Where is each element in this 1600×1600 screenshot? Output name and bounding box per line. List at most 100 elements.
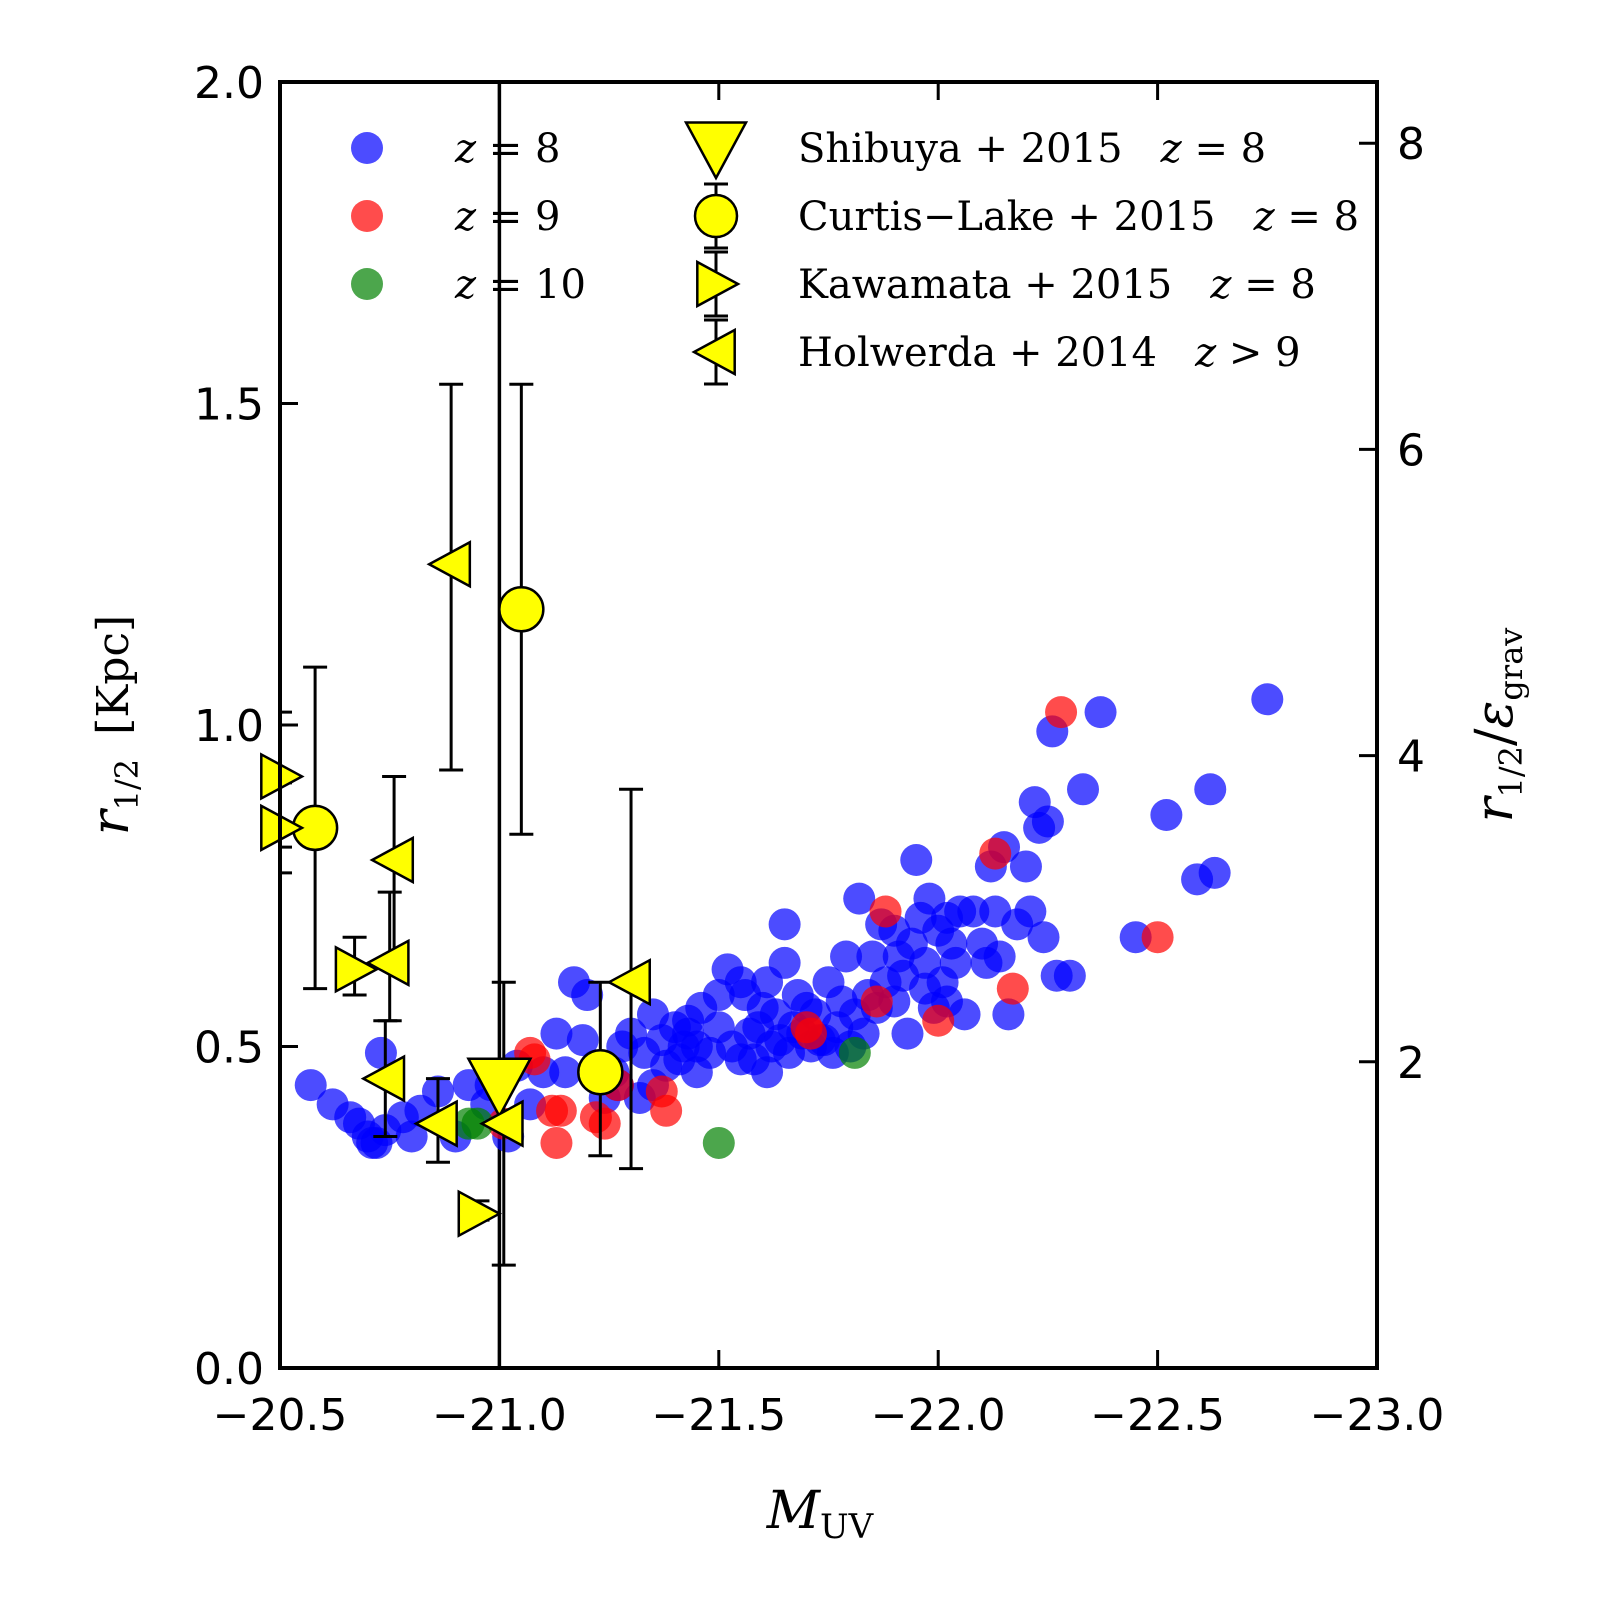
x-tick-label: −21.5: [651, 1390, 786, 1441]
scatter-point-z8: [680, 1056, 713, 1089]
scatter-point-z9: [794, 1017, 827, 1050]
observation-marker-layer: [260, 540, 651, 1238]
y2-tick-label: 6: [1397, 425, 1425, 476]
scatter-point-z8: [1251, 683, 1284, 716]
scatter-point-z8: [830, 940, 863, 973]
scatter-point-z8: [724, 966, 757, 999]
scatter-point-z9: [860, 985, 893, 1018]
x-tick-label: −21.0: [432, 1390, 567, 1441]
scatter-point-z8: [957, 895, 990, 928]
scatter-point-z9: [650, 1094, 683, 1127]
scatter-point-z10: [838, 1036, 871, 1069]
legend-marker-z8: [351, 132, 383, 164]
scatter-point-z8: [1027, 921, 1060, 954]
scatter-point-z8: [549, 1056, 582, 1089]
legend-label-z9: z = 9: [454, 194, 560, 240]
y-tick-label: 0.0: [194, 1344, 264, 1395]
observation-marker-curtis: [498, 586, 545, 633]
y2-tick-label: 2: [1397, 1038, 1425, 1089]
scatter-point-z8: [1119, 921, 1152, 954]
legend-marker-z10: [351, 268, 383, 300]
observation-marker-holwerda: [369, 835, 415, 885]
legend-marker-kawamata: [696, 259, 741, 309]
scatter-point-z10: [702, 1126, 735, 1159]
scatter-point-z8: [364, 1036, 397, 1069]
scatter-point-z8: [992, 998, 1025, 1031]
scatter-point-z9: [996, 972, 1029, 1005]
y2-axis-label: r1/2/εgrav: [1465, 628, 1530, 823]
scatter-point-z8: [939, 946, 972, 979]
scatter-point-z8: [571, 979, 604, 1012]
y2-tick-label: 4: [1397, 732, 1425, 783]
scatter-point-z9: [869, 895, 902, 928]
scatter-point-z9: [588, 1107, 621, 1140]
y2-tick-label: 8: [1397, 119, 1425, 170]
observation-marker-holwerda: [360, 1054, 406, 1103]
scatter-point-z8: [1053, 959, 1086, 992]
scatter-point-z9: [540, 1126, 573, 1159]
plot-area: [294, 82, 1284, 1368]
y-tick-label: 0.5: [194, 1023, 264, 1074]
scatter-point-z9: [1045, 696, 1078, 729]
observation-marker-holwerda: [606, 958, 651, 1007]
legend-label-curtis: Curtis−Lake + 2015 z = 8: [798, 194, 1359, 240]
legend-marker-z9: [351, 200, 383, 232]
scatter-point-z8: [1084, 696, 1117, 729]
observation-marker-kawamata: [457, 1189, 503, 1238]
scatter-point-z8: [948, 998, 981, 1031]
x-tick-label: −22.5: [1090, 1390, 1225, 1441]
scatter-point-z8: [1150, 799, 1183, 832]
scatter-point-z8: [540, 1017, 573, 1050]
scatter-point-z8: [1009, 850, 1042, 883]
observation-marker-shibuya: [466, 1057, 533, 1119]
legend-label-holwerda: Holwerda + 2014 z > 9: [798, 330, 1301, 376]
x-axis-label: MUV: [766, 1481, 875, 1547]
scatter-point-z9: [1141, 921, 1174, 954]
scatter-point-z10: [461, 1107, 494, 1140]
scatter-point-z8: [1198, 856, 1231, 889]
scatter-point-z8: [395, 1120, 428, 1153]
legend-marker-shibuya: [683, 121, 749, 181]
observation-marker-kawamata: [334, 945, 380, 994]
scatter-point-z8: [751, 1056, 784, 1089]
scatter-point-z8: [1194, 773, 1227, 806]
x-tick-label: −22.0: [871, 1390, 1006, 1441]
observation-marker-curtis: [577, 1048, 624, 1096]
x-tick-label: −23.0: [1310, 1390, 1445, 1441]
y-axis-label: r1/2[Kpc]: [81, 615, 146, 835]
legend-label-z8: z = 8: [454, 126, 560, 172]
legend-label-z10: z = 10: [454, 262, 586, 308]
legend-marker-curtis: [693, 193, 739, 239]
observation-marker-holwerda: [479, 1099, 524, 1148]
scatter-point-z8: [891, 1017, 924, 1050]
scatter-point-z8: [566, 1024, 599, 1057]
scatter-point-z8: [1067, 773, 1100, 806]
scatter-point-z8: [856, 940, 889, 973]
observation-marker-holwerda: [365, 938, 410, 988]
observation-marker-holwerda: [413, 1099, 458, 1148]
scatter-point-z9: [979, 837, 1012, 870]
scatter-point-z8: [1014, 895, 1047, 928]
scatter-point-z8: [672, 1017, 705, 1050]
y-tick-label: 1.5: [194, 380, 264, 431]
scatter-point-z8: [843, 882, 876, 915]
scatter-point-z9: [544, 1094, 577, 1127]
y-tick-label: 1.0: [194, 701, 264, 752]
scatter-point-z8: [294, 1069, 327, 1102]
axes-layer: −20.5 −21.0 −21.5 −22.0 −22.5 −23.0 0.0 0.5 1.0 1…: [194, 58, 1444, 1441]
scatter-point-z8: [930, 901, 963, 934]
scatter-point-z8: [1031, 805, 1064, 838]
y-tick-label: 2.0: [194, 58, 264, 109]
scatter-point-z8: [909, 972, 942, 1005]
legend-marker-holwerda: [691, 327, 736, 377]
legend-label-shibuya: Shibuya + 2015 z = 8: [798, 126, 1266, 172]
scatter-point-z9: [922, 1004, 955, 1037]
scatter-point-z8: [768, 908, 801, 941]
scatter-point-z8: [983, 940, 1016, 973]
legend-label-kawamata: Kawamata + 2015 z = 8: [798, 262, 1316, 308]
scatter-point-z8: [751, 966, 784, 999]
legend: z = 8 z = 9 z = 10 Shibuya + 2015 z = 8 Curt…: [351, 121, 1359, 386]
scatter-point-z8: [900, 844, 933, 877]
